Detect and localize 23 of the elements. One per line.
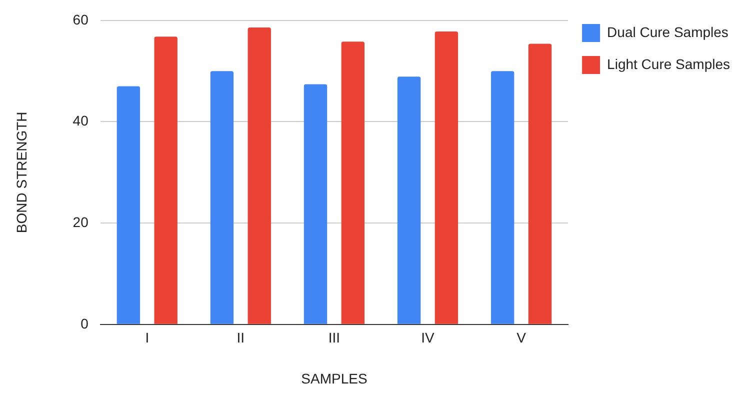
x-tick-label: III	[328, 330, 340, 346]
y-axis-title: BOND STRENGTH	[13, 112, 30, 234]
bar	[397, 76, 421, 324]
bar	[248, 27, 271, 324]
bar	[116, 86, 140, 324]
x-tick-label: I	[145, 330, 150, 346]
x-tick-label: V	[516, 330, 527, 346]
y-tick-label: 60	[72, 11, 89, 28]
bar	[341, 42, 365, 324]
x-tick-label: II	[236, 330, 245, 346]
y-tick-label: 40	[72, 112, 89, 129]
bar	[528, 44, 552, 324]
bar	[210, 71, 234, 324]
y-tick-label: 0	[80, 315, 89, 332]
bar	[490, 71, 514, 324]
legend-label: Light Cure Samples	[607, 56, 730, 72]
x-tick-label: IV	[421, 330, 436, 346]
y-tick-label: 20	[72, 214, 89, 230]
bar	[434, 32, 458, 324]
x-axis-title: SAMPLES	[301, 370, 368, 386]
bar	[304, 84, 328, 324]
legend-label: Dual Cure Samples	[607, 24, 728, 40]
bar	[154, 36, 178, 324]
